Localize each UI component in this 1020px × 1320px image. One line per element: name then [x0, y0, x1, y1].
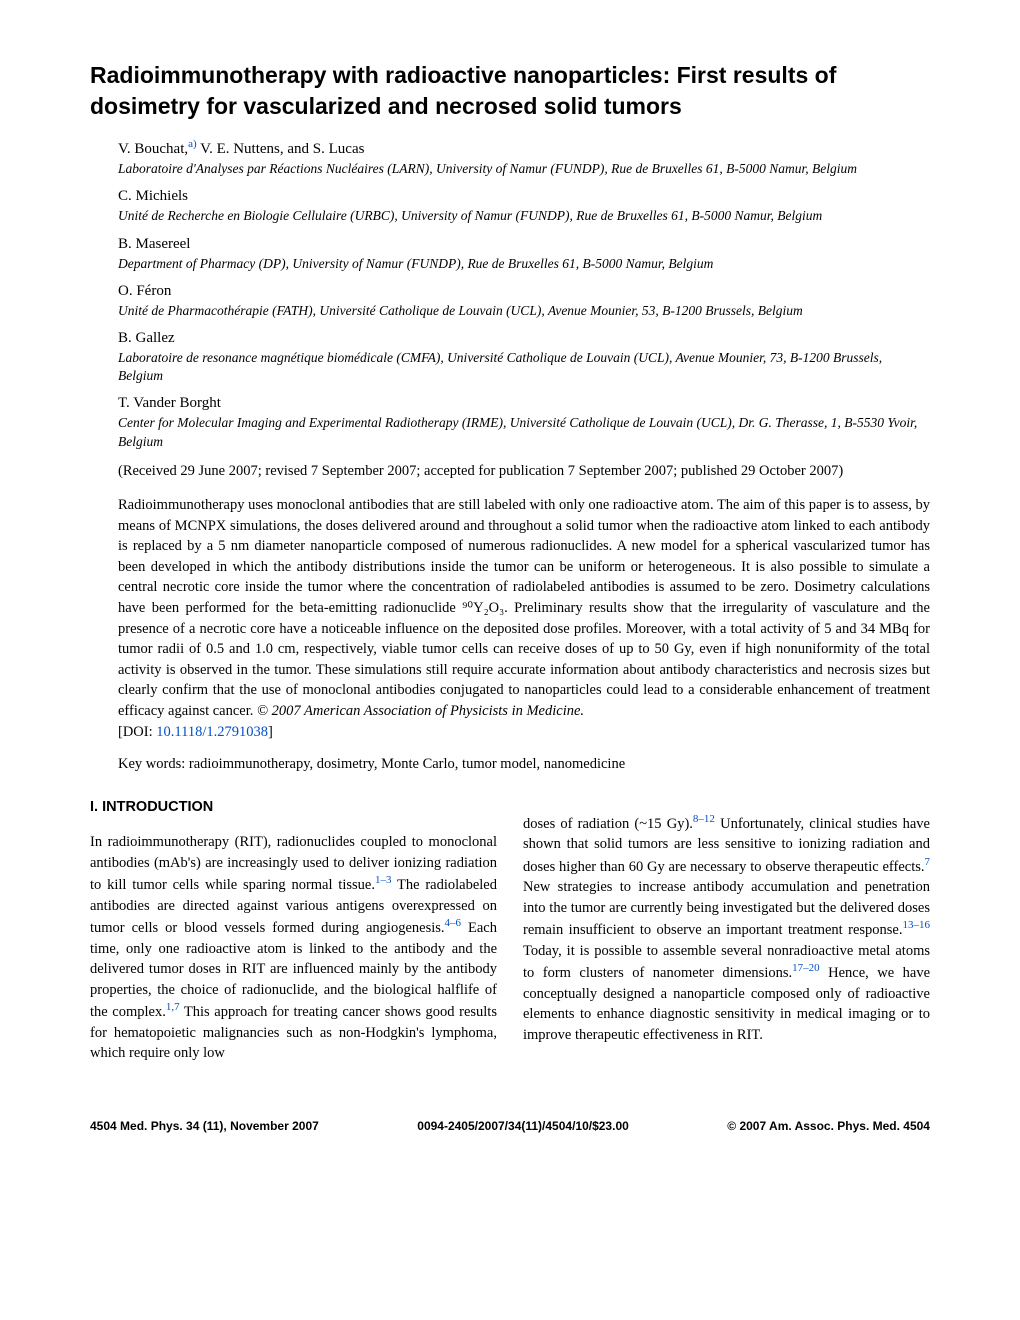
paragraph: doses of radiation (~15 Gy).8–12 Unfortu… — [523, 812, 930, 1046]
keywords: Key words: radioimmunotherapy, dosimetry… — [118, 756, 930, 773]
author-block-3: O. Féron Unité de Pharmacothérapie (FATH… — [90, 283, 930, 320]
author-names: C. Michiels — [118, 188, 930, 205]
affiliation: Center for Molecular Imaging and Experim… — [118, 414, 930, 450]
author-names: V. Bouchat, — [118, 141, 188, 157]
doi-link[interactable]: 10.1118/1.2791038 — [156, 724, 268, 740]
author-names-2: V. E. Nuttens, and S. Lucas — [197, 141, 365, 157]
footer-right: © 2007 Am. Assoc. Phys. Med. 4504 — [727, 1119, 930, 1133]
affiliation: Unité de Recherche en Biologie Cellulair… — [118, 207, 930, 225]
doi-close: ] — [268, 724, 273, 740]
ref-link[interactable]: 8–12 — [693, 813, 715, 825]
author-block-5: T. Vander Borght Center for Molecular Im… — [90, 395, 930, 450]
article-title: Radioimmunotherapy with radioactive nano… — [90, 60, 930, 122]
author-block-2: B. Masereel Department of Pharmacy (DP),… — [90, 236, 930, 273]
abstract: Radioimmunotherapy uses monoclonal antib… — [118, 495, 930, 742]
author-block-0: V. Bouchat,a) V. E. Nuttens, and S. Luca… — [90, 138, 930, 178]
author-block-1: C. Michiels Unité de Recherche en Biolog… — [90, 188, 930, 225]
body-columns: I. INTRODUCTION In radioimmunotherapy (R… — [90, 797, 930, 1078]
column-right: doses of radiation (~15 Gy).8–12 Unfortu… — [523, 797, 930, 1078]
abstract-text: Radioimmunotherapy uses monoclonal antib… — [118, 497, 930, 719]
footer-left: 4504 Med. Phys. 34 (11), November 2007 — [90, 1119, 319, 1133]
copyright: © 2007 American Association of Physicist… — [257, 703, 584, 719]
ref-link[interactable]: 4–6 — [445, 917, 462, 929]
doi-label: [DOI: — [118, 724, 156, 740]
ref-link[interactable]: 17–20 — [792, 962, 820, 974]
ref-link[interactable]: 13–16 — [903, 919, 931, 931]
author-names: B. Masereel — [118, 236, 930, 253]
author-names: B. Gallez — [118, 330, 930, 347]
affiliation: Unité de Pharmacothérapie (FATH), Univer… — [118, 302, 930, 320]
ref-link[interactable]: 1–3 — [375, 874, 392, 886]
text: New strategies to increase antibody accu… — [523, 879, 930, 938]
article-dates: (Received 29 June 2007; revised 7 Septem… — [118, 461, 930, 481]
affiliation: Laboratoire de resonance magnétique biom… — [118, 349, 930, 385]
page-footer: 4504 Med. Phys. 34 (11), November 2007 0… — [0, 1119, 1020, 1173]
affiliation: Department of Pharmacy (DP), University … — [118, 255, 930, 273]
author-names: T. Vander Borght — [118, 395, 930, 412]
ref-link[interactable]: 1,7 — [166, 1001, 180, 1013]
column-left: I. INTRODUCTION In radioimmunotherapy (R… — [90, 797, 497, 1078]
affiliation: Laboratoire d'Analyses par Réactions Nuc… — [118, 160, 930, 178]
text: doses of radiation (~15 Gy). — [523, 815, 693, 831]
section-heading: I. INTRODUCTION — [90, 797, 497, 818]
author-block-4: B. Gallez Laboratoire de resonance magné… — [90, 330, 930, 385]
author-names: O. Féron — [118, 283, 930, 300]
author-sup[interactable]: a) — [188, 138, 197, 150]
footer-center: 0094-2405/2007/34(11)/4504/10/$23.00 — [417, 1119, 629, 1133]
ref-link[interactable]: 7 — [925, 856, 931, 868]
paragraph: In radioimmunotherapy (RIT), radionuclid… — [90, 832, 497, 1064]
